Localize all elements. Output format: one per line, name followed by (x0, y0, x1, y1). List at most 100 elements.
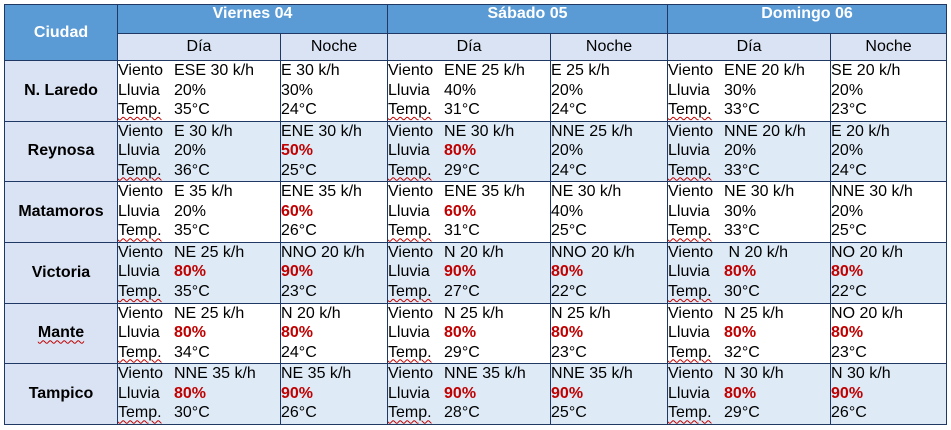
temp-line: Temp. 28°C (388, 403, 550, 423)
temp-value: 25°C (551, 404, 587, 422)
city-label: Matamoros (18, 203, 104, 221)
forecast-cell-day: Viento N 20 k/h Lluvia 90% Temp. 27°C (387, 241, 552, 304)
rain-label: Lluvia (668, 384, 710, 402)
wind-value: ENE 35 k/h (281, 183, 362, 201)
wind-value: E 25 k/h (551, 62, 610, 79)
forecast-cell-day: Viento N 25 k/h Lluvia 80% Temp. 29°C (387, 302, 552, 365)
city-label: Victoria (31, 263, 91, 281)
rain-line: 80% (832, 262, 946, 282)
forecast-cell-day: Viento ENE 20 k/h Lluvia 30% Temp. 33°C (667, 60, 832, 122)
rain-value: 90% (444, 384, 477, 402)
wind-label: Viento (668, 365, 714, 383)
rain-line: Lluvia 40% (389, 81, 550, 101)
rain-line: 90% (282, 262, 387, 282)
forecast-cell-day: Viento E 35 k/h Lluvia 20% Temp. 35°C (117, 181, 281, 243)
temp-line: 22°C (831, 282, 946, 302)
rain-line: 20% (552, 81, 667, 101)
wind-line: NNO 20 k/h (282, 243, 387, 262)
wind-label: Viento (118, 62, 164, 79)
forecast-cell-day: Viento NNE 35 k/h Lluvia 90% Temp. 28°C (387, 363, 552, 425)
forecast-cell-night: NNE 25 k/h 20% 24°C (550, 120, 669, 183)
forecast-table: Ciudad Viernes 04 Sábado 05 Domingo 06 D… (4, 4, 948, 425)
rain-value: 90% (444, 263, 477, 281)
wind-value: NO 20 k/h (831, 243, 904, 261)
temp-line: 24°C (282, 100, 387, 120)
temp-line: 24°C (832, 161, 946, 181)
temp-line: Temp. 33°C (669, 221, 830, 241)
wind-line: Viento NE 25 k/h (119, 243, 280, 262)
rain-line: Lluvia 80% (388, 141, 550, 161)
temp-value: 22°C (831, 282, 867, 300)
wind-line: Viento N 25 k/h (388, 304, 550, 323)
rain-value: 20% (724, 142, 757, 160)
rain-label: Lluvia (388, 142, 430, 160)
rain-label: Lluvia (668, 81, 710, 99)
forecast-cell-day: Viento NNE 35 k/h Lluvia 80% Temp. 30°C (117, 363, 281, 425)
wind-line: Viento E 35 k/h (119, 183, 280, 202)
city-label: Mante (37, 324, 85, 342)
rain-line: Lluvia 80% (119, 262, 280, 282)
forecast-cell-night: N 30 k/h 90% 26°C (830, 363, 948, 425)
forecast-cell-night: NE 35 k/h 90% 26°C (279, 363, 389, 425)
temp-line: Temp. 35°C (119, 100, 280, 120)
temp-line: 24°C (552, 161, 667, 181)
rain-value: 30% (281, 81, 314, 99)
temp-label: Temp. (118, 161, 162, 179)
wind-value: NE 30 k/h (724, 183, 795, 201)
period-header-row: Día Noche Día Noche Día Noche (5, 33, 948, 61)
period-header-night: Noche (550, 33, 669, 61)
rain-value: 80% (174, 384, 207, 402)
temp-line: Temp. 35°C (119, 282, 280, 302)
rain-line: Lluvia 90% (389, 262, 550, 282)
temp-line: Temp. 33°C (669, 100, 830, 120)
temp-value: 24°C (551, 101, 587, 118)
temp-line: 25°C (552, 221, 667, 241)
rain-line: 60% (282, 202, 387, 222)
city-name: Victoria (4, 241, 118, 304)
wind-label: Viento (388, 304, 434, 322)
wind-line: Viento NE 25 k/h (119, 304, 280, 323)
temp-line: Temp. 29°C (669, 403, 830, 423)
rain-value: 80% (174, 324, 207, 342)
wind-line: NO 20 k/h (831, 304, 946, 323)
city-name: Matamoros (4, 181, 118, 243)
rain-value: 20% (831, 81, 864, 99)
city-name: Reynosa (4, 120, 118, 183)
wind-value: ENE 25 k/h (444, 62, 525, 79)
temp-line: Temp. 34°C (119, 343, 280, 363)
wind-value: N 20 k/h (444, 243, 504, 261)
wind-value: NE 30 k/h (551, 183, 622, 201)
forecast-cell-night: E 25 k/h 20% 24°C (550, 60, 669, 122)
wind-value: ENE 30 k/h (281, 122, 362, 140)
table-row: Tampico Viento NNE 35 k/h Lluvia 80% Temp. 30°… (4, 363, 948, 425)
forecast-cell-night: NNE 30 k/h 20% 25°C (830, 181, 948, 243)
city-name: Mante (4, 302, 118, 365)
rain-line: 50% (282, 141, 387, 161)
rain-value: 80% (444, 324, 477, 342)
wind-line: Viento ENE 20 k/h (669, 61, 830, 80)
rain-value: 80% (444, 142, 477, 160)
wind-line: Viento N 30 k/h (668, 365, 830, 384)
wind-value: ESE 30 k/h (174, 62, 255, 79)
temp-line: 26°C (282, 403, 387, 423)
temp-line: 23°C (832, 343, 946, 363)
wind-value: NO 20 k/h (831, 304, 904, 322)
rain-line: 80% (832, 323, 946, 343)
temp-value: 30°C (174, 404, 210, 422)
temp-line: 25°C (282, 161, 387, 181)
table-row: N. Laredo Viento ESE 30 k/h Lluvia 20% Temp. 3… (4, 60, 948, 122)
forecast-cell-night: NNO 20 k/h 90% 23°C (279, 241, 389, 304)
rain-value: 40% (444, 81, 477, 99)
rain-line: Lluvia 20% (119, 141, 280, 161)
forecast-cell-night: ENE 35 k/h 60% 26°C (279, 181, 389, 243)
wind-value: N 25 k/h (724, 304, 784, 322)
day-header-sunday: Domingo 06 (667, 4, 948, 34)
temp-label: Temp. (668, 282, 712, 300)
forecast-cell-day: Viento N 20 k/h Lluvia 80% Temp. 30°C (667, 241, 832, 304)
wind-line: E 25 k/h (551, 61, 667, 80)
temp-label: Temp. (388, 404, 432, 422)
wind-line: NNE 35 k/h (552, 365, 667, 384)
rain-value: 20% (174, 142, 207, 160)
rain-line: Lluvia 90% (389, 384, 550, 404)
temp-value: 35°C (174, 222, 210, 240)
